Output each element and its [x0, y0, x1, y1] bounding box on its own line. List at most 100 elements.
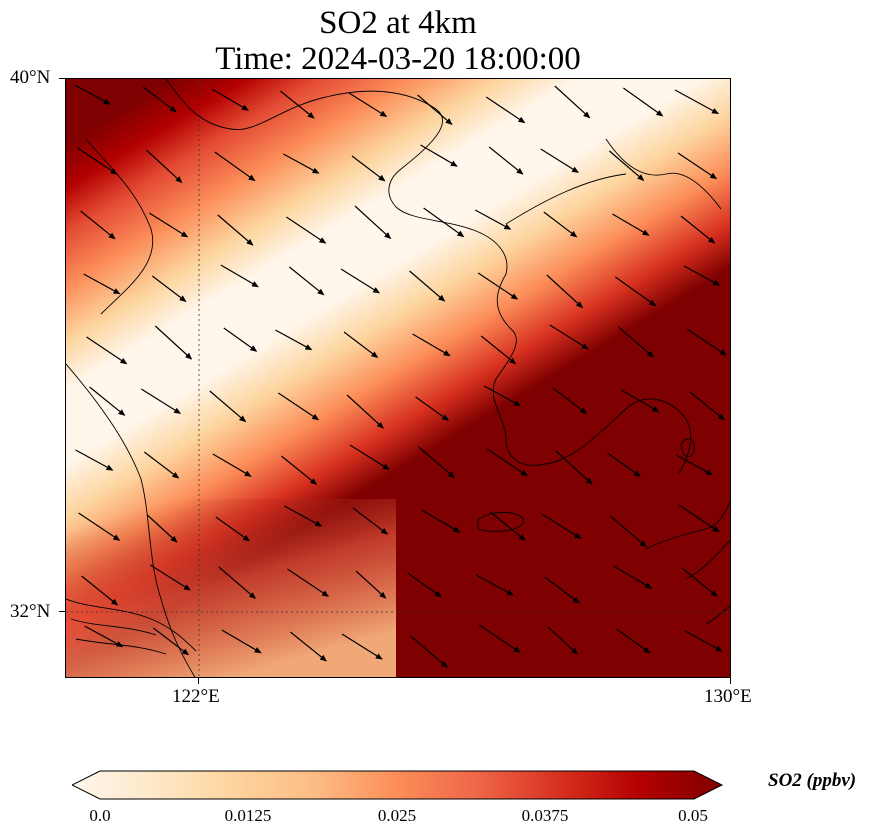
- wind-arrow: [407, 572, 442, 598]
- map-title-line2: Time: 2024-03-20 18:00:00: [215, 41, 581, 77]
- wind-arrow: [348, 92, 388, 117]
- wind-arrow: [220, 264, 259, 288]
- wind-arrow: [485, 96, 526, 124]
- wind-arrow: [546, 274, 584, 309]
- wind-arrow: [215, 516, 251, 542]
- wind-arrow: [343, 331, 379, 359]
- wind-arrow: [541, 513, 582, 539]
- wind-arrow: [346, 394, 384, 429]
- wind-arrow: [286, 216, 327, 244]
- wind-arrow: [289, 266, 325, 296]
- wind-arrow: [607, 452, 641, 477]
- wind-arrow: [351, 155, 386, 182]
- wind-arrow: [415, 396, 450, 421]
- wind-arrow: [217, 214, 254, 246]
- wind-arrow: [80, 210, 116, 240]
- wind-arrow: [678, 504, 720, 533]
- wind-arrow: [613, 565, 653, 589]
- wind-arrow: [478, 624, 521, 653]
- wind-arrow: [290, 631, 327, 662]
- so2-field-southwest: [66, 499, 396, 677]
- wind-arrow: [83, 273, 121, 295]
- tsushima-island: [680, 438, 695, 458]
- wind-arrow: [623, 87, 664, 117]
- wind-arrow: [409, 270, 446, 302]
- wind-arrow: [675, 454, 713, 476]
- map-title-line1: SO2 at 4km: [319, 5, 477, 41]
- wind-arrow: [75, 449, 114, 471]
- lon-label-122: 122°E: [172, 686, 220, 707]
- coastline-jiangsu: [66, 363, 196, 677]
- lon-tick-122: [198, 678, 199, 684]
- colorbar-tick-0: 0.0: [89, 806, 111, 825]
- wind-arrow: [278, 392, 320, 421]
- wind-arrow: [420, 144, 458, 167]
- wind-arrow: [84, 625, 124, 648]
- wind-arrow: [418, 446, 456, 479]
- wind-arrow: [540, 148, 579, 173]
- wind-arrow: [686, 328, 727, 356]
- wind-arrow: [78, 512, 121, 541]
- wind-arrow: [474, 209, 512, 230]
- wind-arrow: [142, 86, 177, 113]
- wind-arrow: [423, 207, 465, 238]
- wind-arrow: [212, 453, 252, 477]
- wind-arrow: [412, 333, 451, 357]
- lat-tick-32: [59, 611, 65, 612]
- wind-arrow: [681, 567, 718, 597]
- wind-arrow: [355, 570, 387, 599]
- wind-arrow: [81, 575, 119, 606]
- wind-arrow: [483, 385, 522, 407]
- wind-arrow: [555, 450, 593, 485]
- wind-arrow: [616, 628, 651, 654]
- wind-arrow: [146, 514, 178, 543]
- wind-arrow: [283, 153, 320, 174]
- lon-label-130: 130°E: [704, 686, 752, 707]
- wind-arrow: [221, 629, 262, 654]
- wind-arrow: [610, 515, 647, 548]
- wind-arrow: [218, 566, 257, 599]
- wind-arrow: [618, 326, 655, 358]
- wind-arrow: [214, 151, 256, 182]
- coastlines: [66, 79, 730, 677]
- colorbar-tick-3: 0.0375: [521, 806, 569, 825]
- wind-arrow: [410, 635, 448, 668]
- wind-arrow: [281, 455, 318, 485]
- wind-arrow: [609, 150, 645, 181]
- wind-arrow: [349, 444, 390, 470]
- wind-arrow: [341, 633, 383, 660]
- wind-arrow: [680, 215, 716, 244]
- wind-arrow: [674, 89, 719, 115]
- colorbar-gradient: [70, 770, 724, 800]
- wind-arrow: [149, 564, 191, 591]
- wind-arrow: [223, 327, 258, 352]
- wind-arrow: [547, 626, 579, 655]
- wind-arrow: [543, 211, 578, 238]
- wind-arrow: [89, 386, 126, 416]
- wind-arrow: [421, 509, 461, 533]
- wind-arrow: [354, 205, 392, 240]
- wind-arrow: [475, 574, 514, 596]
- wind-arrow: [683, 265, 721, 286]
- wind-arrow: [211, 88, 249, 111]
- wind-arrow: [154, 325, 193, 360]
- colorbar-tick-1: 0.0125: [224, 806, 272, 825]
- wind-arrow: [477, 272, 519, 300]
- wind-arrow: [612, 213, 650, 236]
- coastline-kyushu: [645, 501, 730, 625]
- map-panel: [65, 78, 731, 678]
- wind-arrow: [677, 152, 718, 180]
- so2-map: [66, 79, 730, 677]
- wind-arrow: [480, 335, 517, 365]
- wind-arrow: [287, 568, 330, 597]
- wind-arrow: [417, 94, 453, 125]
- lat-label-32: 32°N: [10, 601, 51, 622]
- lat-label-40: 40°N: [10, 67, 51, 88]
- colorbar: [70, 770, 724, 805]
- wind-arrow: [684, 630, 723, 652]
- wind-arrow: [352, 507, 389, 535]
- jeju-island: [477, 512, 525, 532]
- wind-arrow: [621, 389, 660, 413]
- wind-arrow: [544, 576, 580, 604]
- wind-arrow: [74, 84, 111, 105]
